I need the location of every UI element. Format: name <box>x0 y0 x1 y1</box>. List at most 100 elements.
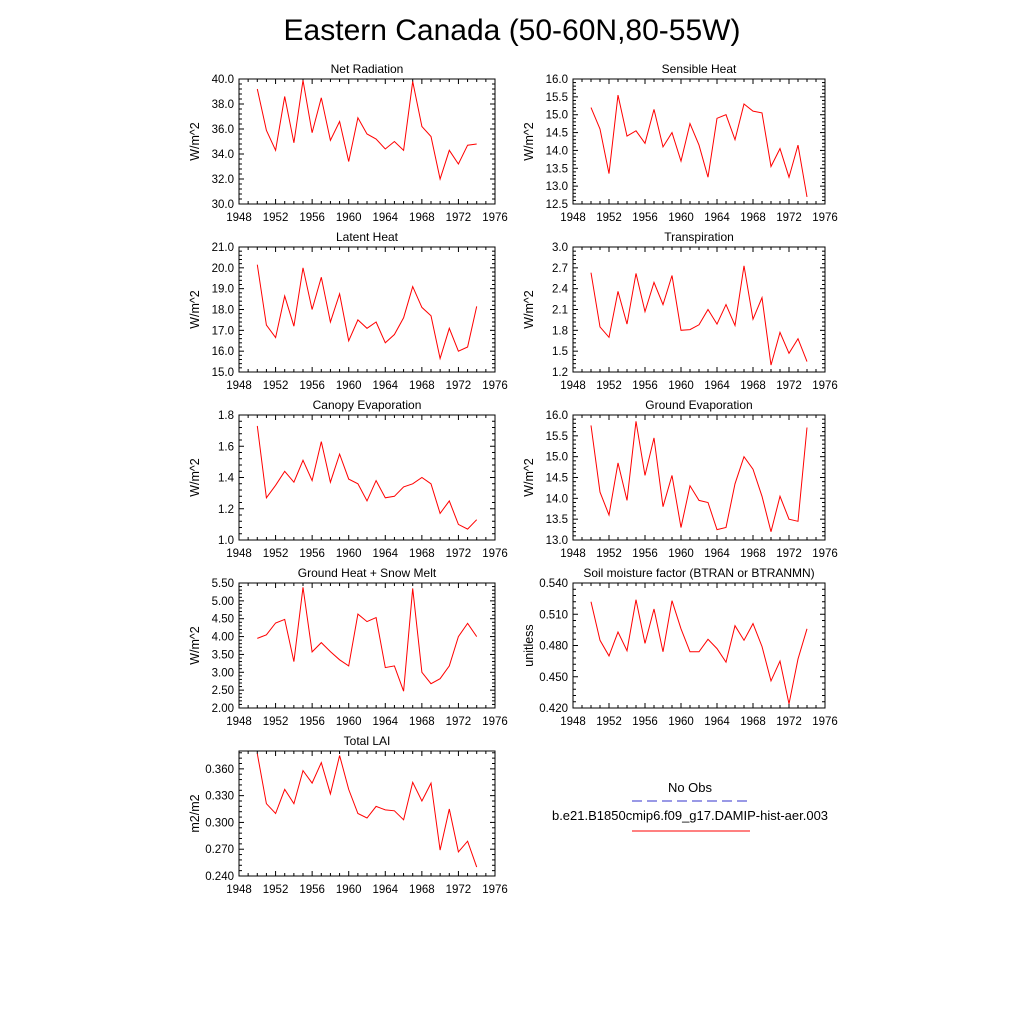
legend-label-model: b.e21.B1850cmip6.f09_g17.DAMIP-hist-aer.… <box>552 808 828 823</box>
panel-2: Latent Heat 1948 1952 1956 1960 1964 1968 1972 1… <box>188 230 508 392</box>
x-tick-label: 1968 <box>740 716 766 728</box>
x-tick-label: 1960 <box>668 380 694 392</box>
series-line-0 <box>256 264 478 361</box>
panel-title: Net Radiation <box>331 62 404 76</box>
panel-title: Total LAI <box>344 734 391 748</box>
y-axis-label: W/m^2 <box>522 290 536 329</box>
y-tick-label: 18.0 <box>212 305 234 317</box>
x-tick-label: 1960 <box>336 716 362 728</box>
y-tick-label: 1.2 <box>552 367 568 379</box>
y-tick-label: 15.5 <box>546 431 568 443</box>
y-tick-label: 15.0 <box>546 110 568 122</box>
panel-title: Canopy Evaporation <box>313 398 422 412</box>
panel-title: Soil moisture factor (BTRAN or BTRANMN) <box>583 566 814 580</box>
panel-title: Latent Heat <box>336 230 399 244</box>
x-tick-label: 1960 <box>668 548 694 560</box>
panel-title: Ground Evaporation <box>645 398 752 412</box>
x-tick-label: 1956 <box>299 212 325 224</box>
panel-title: Transpiration <box>664 230 734 244</box>
x-tick-label: 1968 <box>740 212 766 224</box>
y-tick-label: 0.420 <box>539 703 568 715</box>
y-tick-label: 0.330 <box>205 791 234 803</box>
y-tick-label: 12.5 <box>546 199 568 211</box>
y-tick-label: 36.0 <box>212 124 234 136</box>
panel-1: Sensible Heat 1948 1952 1956 1960 1964 1968 197… <box>522 62 838 224</box>
panel-4: Canopy Evaporation 1948 1952 1956 1960 1964 19… <box>188 398 508 560</box>
x-tick-label: 1952 <box>263 884 289 896</box>
x-tick-label: 1948 <box>560 212 586 224</box>
y-tick-label: 1.5 <box>552 346 568 358</box>
x-tick-label: 1952 <box>596 380 622 392</box>
y-tick-label: 0.450 <box>539 672 568 684</box>
x-tick-label: 1964 <box>372 884 398 896</box>
y-tick-label: 3.50 <box>212 649 234 661</box>
y-tick-label: 13.5 <box>546 163 568 175</box>
x-tick-label: 1968 <box>409 548 435 560</box>
y-tick-label: 14.0 <box>546 493 568 505</box>
panels: Net Radiation 1948 1952 1956 1960 1964 1968 197… <box>188 62 838 896</box>
y-tick-label: 0.300 <box>205 817 234 829</box>
x-tick-label: 1964 <box>704 548 730 560</box>
panel-0: Net Radiation 1948 1952 1956 1960 1964 1968 197… <box>188 62 508 224</box>
x-tick-label: 1956 <box>632 212 658 224</box>
y-axis-label: W/m^2 <box>522 458 536 497</box>
x-tick-label: 1948 <box>560 548 586 560</box>
panel-8: Total LAI 1948 1952 1956 1960 1964 1968 1972 197… <box>188 734 508 896</box>
x-tick-label: 1976 <box>482 212 508 224</box>
y-tick-label: 19.0 <box>212 284 234 296</box>
series-line-0 <box>256 80 477 181</box>
x-tick-label: 1948 <box>226 548 252 560</box>
series-line-0 <box>590 599 808 704</box>
x-tick-label: 1972 <box>446 380 472 392</box>
series-line-0 <box>590 421 808 532</box>
y-tick-label: 1.0 <box>218 535 234 547</box>
panel-6: Ground Heat + Snow Melt 1948 1952 1956 1960 1… <box>188 566 508 728</box>
x-tick-label: 1948 <box>560 716 586 728</box>
x-tick-label: 1948 <box>226 212 252 224</box>
y-tick-label: 1.8 <box>218 410 234 422</box>
y-tick-label: 20.0 <box>212 263 234 275</box>
x-tick-label: 1972 <box>446 548 472 560</box>
x-tick-label: 1968 <box>409 716 435 728</box>
y-tick-label: 15.0 <box>212 367 234 379</box>
y-tick-label: 0.240 <box>205 871 234 883</box>
x-tick-label: 1960 <box>668 212 694 224</box>
y-tick-label: 4.50 <box>212 614 234 626</box>
panel-title: Ground Heat + Snow Melt <box>298 566 437 580</box>
y-tick-label: 17.0 <box>212 325 234 337</box>
x-tick-label: 1972 <box>776 380 802 392</box>
y-tick-label: 13.0 <box>546 181 568 193</box>
y-tick-label: 2.4 <box>552 284 569 296</box>
x-tick-label: 1960 <box>336 884 362 896</box>
panel-title: Sensible Heat <box>662 62 737 76</box>
y-tick-label: 3.0 <box>552 242 568 254</box>
x-tick-label: 1964 <box>704 380 730 392</box>
y-tick-label: 32.0 <box>212 174 234 186</box>
y-tick-label: 1.2 <box>218 504 234 516</box>
panel-7: Soil moisture factor (BTRAN or BTRANMN) 1… <box>522 566 838 728</box>
y-tick-label: 15.5 <box>546 92 568 104</box>
x-tick-label: 1968 <box>409 884 435 896</box>
x-tick-label: 1976 <box>482 380 508 392</box>
x-tick-label: 1964 <box>704 716 730 728</box>
y-tick-label: 38.0 <box>212 99 234 111</box>
figure-title: Eastern Canada (50-60N,80-55W) <box>284 14 741 47</box>
x-tick-label: 1960 <box>668 716 694 728</box>
x-tick-label: 1964 <box>372 548 398 560</box>
x-tick-label: 1972 <box>446 884 472 896</box>
x-tick-label: 1968 <box>740 380 766 392</box>
x-tick-label: 1948 <box>226 716 252 728</box>
x-tick-label: 1976 <box>482 716 508 728</box>
x-tick-label: 1960 <box>336 212 362 224</box>
x-tick-label: 1976 <box>482 884 508 896</box>
x-tick-label: 1972 <box>446 212 472 224</box>
y-tick-label: 0.480 <box>539 641 568 653</box>
y-tick-label: 40.0 <box>212 74 234 86</box>
y-axis-label: W/m^2 <box>522 122 536 161</box>
y-tick-label: 0.360 <box>205 764 234 776</box>
series-line-0 <box>257 587 478 692</box>
y-tick-label: 21.0 <box>212 242 234 254</box>
y-axis-label: unitless <box>522 624 536 666</box>
x-tick-label: 1976 <box>812 212 838 224</box>
